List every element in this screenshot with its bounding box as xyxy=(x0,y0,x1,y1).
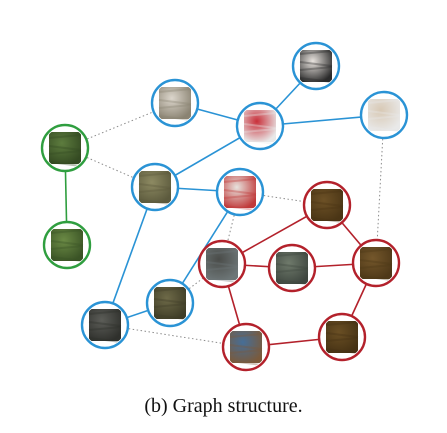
node-b1 xyxy=(291,41,341,91)
node-b8 xyxy=(80,300,130,350)
node-b4 xyxy=(359,90,409,140)
node-g1 xyxy=(40,123,90,173)
edge-b5-b8 xyxy=(104,186,156,326)
node-r2 xyxy=(197,239,247,289)
node-r4 xyxy=(351,238,401,288)
node-b7 xyxy=(145,278,195,328)
node-b2 xyxy=(150,78,200,128)
node-b6 xyxy=(215,167,265,217)
node-b3 xyxy=(235,101,285,151)
node-r1 xyxy=(302,180,352,230)
graph-diagram xyxy=(40,41,409,372)
figure-caption: (b) Graph structure. xyxy=(144,395,303,417)
dotted-edge-b4-r4 xyxy=(375,114,385,264)
nodes xyxy=(40,41,409,372)
node-r3 xyxy=(267,243,317,293)
node-g2 xyxy=(42,220,92,270)
node-b5 xyxy=(130,162,180,212)
dotted-edge-b7-r2 xyxy=(169,263,223,304)
node-r5 xyxy=(221,322,271,372)
node-r6 xyxy=(317,312,367,362)
